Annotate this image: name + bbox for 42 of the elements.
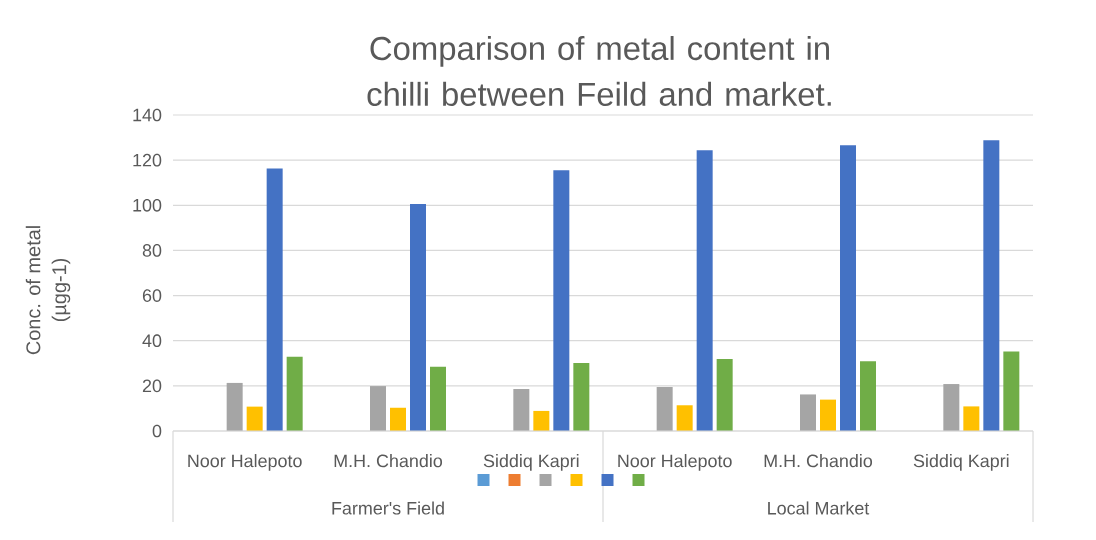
bar <box>656 386 673 431</box>
y-tick-label: 20 <box>142 379 162 393</box>
bar <box>943 384 960 431</box>
bar <box>390 407 406 431</box>
bar <box>820 399 836 431</box>
bar <box>410 203 426 431</box>
bar <box>370 386 386 431</box>
bar <box>716 359 733 431</box>
text: Farmer's Field <box>332 501 444 515</box>
x-tick-label: M.H. Chandio <box>764 454 873 468</box>
y-tick-label: 40 <box>142 334 162 348</box>
bar <box>840 145 856 431</box>
y-tick-label: 0 <box>152 424 162 438</box>
bar <box>266 168 283 431</box>
bar <box>286 356 303 431</box>
bar <box>676 405 693 431</box>
bar <box>963 406 980 431</box>
y-axis-title: Conc. of metal (µgg-1) <box>25 226 71 355</box>
bar <box>573 363 590 431</box>
y-tick-label: 80 <box>142 244 162 257</box>
y-tick-label: 100 <box>133 198 162 212</box>
chart-title: Comparison of metal content in chilli between Feild and market. <box>367 36 831 106</box>
y-tick-label: 140 <box>133 108 162 122</box>
x-tick-label: Noor Halepoto <box>188 454 302 471</box>
x-tick-label: Noor Halepoto <box>618 454 732 471</box>
bar <box>983 140 1000 431</box>
x-tick-label: M.H. Chandio <box>334 454 443 468</box>
x-tick-label: Siddiq Kapri <box>483 454 579 471</box>
text: Local Market <box>768 501 870 515</box>
bar <box>1003 351 1020 431</box>
x-tick-label: Siddiq Kapri <box>913 454 1009 471</box>
bar <box>226 382 243 431</box>
bar <box>800 394 816 431</box>
bar <box>860 361 876 431</box>
bar <box>553 170 570 431</box>
bar <box>533 410 550 431</box>
bar <box>246 406 263 431</box>
y-tick-label: 120 <box>133 153 162 167</box>
bar <box>430 366 446 431</box>
bar <box>513 389 530 431</box>
bar <box>696 150 713 431</box>
y-tick-label: 60 <box>142 289 162 302</box>
